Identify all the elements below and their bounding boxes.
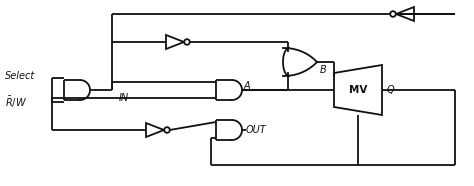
Circle shape bbox=[390, 11, 396, 17]
Text: MV: MV bbox=[349, 85, 367, 95]
Circle shape bbox=[184, 39, 190, 45]
Text: A: A bbox=[244, 81, 251, 91]
Text: Q: Q bbox=[387, 85, 395, 95]
Text: OUT: OUT bbox=[246, 125, 267, 135]
Circle shape bbox=[164, 127, 170, 133]
Text: $\bar{R}/W$: $\bar{R}/W$ bbox=[5, 94, 27, 110]
Text: Select: Select bbox=[5, 71, 35, 81]
Text: IN: IN bbox=[119, 93, 129, 103]
Text: B: B bbox=[320, 65, 327, 75]
